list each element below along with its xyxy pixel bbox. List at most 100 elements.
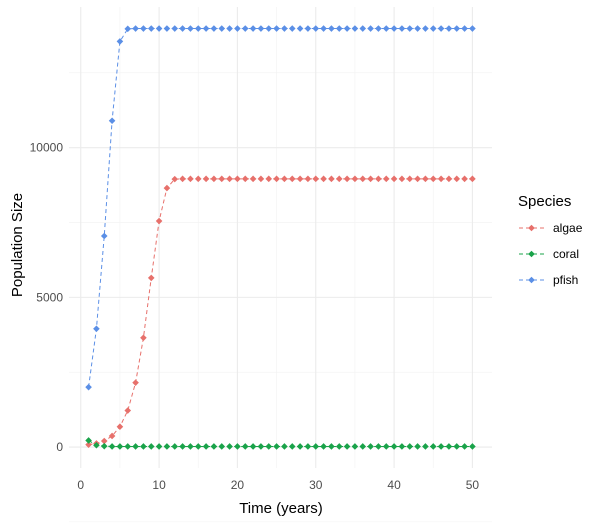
data-point-algae: [398, 175, 406, 183]
data-point-algae: [234, 175, 241, 183]
legend-item-coral: coral: [519, 247, 579, 261]
data-point-pfish: [422, 25, 429, 32]
data-point-algae: [312, 175, 320, 183]
data-point-algae: [437, 175, 445, 183]
data-point-algae: [241, 175, 249, 183]
data-point-algae: [202, 175, 210, 183]
data-point-pfish: [273, 25, 280, 32]
data-point-coral: [437, 443, 445, 450]
data-point-coral: [351, 443, 359, 450]
data-point-coral: [171, 443, 179, 450]
data-point-algae: [343, 175, 351, 183]
grid: [69, 7, 492, 523]
data-point-pfish: [147, 25, 155, 32]
data-point-pfish: [116, 38, 124, 45]
legend-item-pfish: pfish: [519, 273, 578, 287]
data-point-algae: [445, 175, 453, 183]
data-point-pfish: [445, 25, 453, 32]
data-point-coral: [445, 443, 453, 450]
data-point-algae: [335, 175, 343, 183]
data-point-pfish: [312, 25, 320, 32]
data-point-coral: [359, 443, 367, 450]
legend-label: coral: [553, 247, 579, 261]
data-point-algae: [257, 175, 265, 183]
data-point-coral: [100, 442, 108, 450]
data-point-algae: [218, 175, 226, 183]
data-point-pfish: [132, 25, 139, 32]
data-point-algae: [453, 175, 461, 183]
data-point-algae: [108, 432, 116, 440]
data-point-coral: [414, 443, 421, 450]
data-point-algae: [140, 334, 147, 342]
data-point-coral: [343, 443, 351, 450]
data-point-pfish: [140, 25, 147, 32]
data-point-coral: [281, 443, 288, 450]
data-point-coral: [398, 443, 406, 450]
y-tick-label: 10000: [30, 141, 64, 155]
series-line-pfish: [88, 28, 473, 388]
legend-key-marker: [528, 276, 535, 284]
data-point-pfish: [108, 117, 116, 125]
data-point-coral: [312, 443, 320, 450]
data-point-pfish: [265, 25, 273, 32]
data-point-algae: [163, 184, 171, 192]
data-point-pfish: [461, 25, 468, 32]
data-point-algae: [187, 175, 194, 183]
data-point-coral: [375, 443, 382, 450]
legend-label: algae: [553, 221, 583, 235]
data-point-algae: [414, 175, 421, 183]
data-point-algae: [390, 175, 398, 183]
data-point-coral: [179, 443, 186, 450]
data-point-pfish: [179, 25, 186, 32]
data-point-algae: [367, 175, 374, 183]
data-point-algae: [382, 175, 390, 183]
data-point-pfish: [288, 25, 296, 32]
data-point-pfish: [359, 25, 367, 32]
y-tick-label: 0: [56, 440, 63, 454]
data-point-coral: [93, 441, 100, 449]
data-point-pfish: [390, 25, 398, 32]
data-point-pfish: [304, 25, 312, 32]
data-point-coral: [367, 443, 374, 450]
data-point-pfish: [210, 25, 218, 32]
data-point-pfish: [469, 25, 476, 32]
data-point-coral: [226, 443, 233, 450]
data-point-algae: [265, 175, 273, 183]
data-point-algae: [249, 175, 257, 183]
data-point-algae: [226, 175, 233, 183]
x-tick-label: 20: [231, 478, 245, 492]
data-point-algae: [179, 175, 186, 183]
data-point-coral: [155, 443, 163, 450]
data-point-pfish: [367, 25, 374, 32]
data-point-pfish: [437, 25, 445, 32]
data-point-algae: [469, 175, 476, 183]
data-point-pfish: [100, 232, 108, 240]
data-point-pfish: [241, 25, 249, 32]
data-point-coral: [163, 443, 171, 450]
data-point-coral: [147, 443, 155, 450]
data-point-algae: [281, 175, 288, 183]
data-point-pfish: [335, 25, 343, 32]
data-point-algae: [296, 175, 304, 183]
data-point-coral: [124, 443, 132, 450]
legend: Species algae coral pfish: [518, 193, 583, 287]
x-tick-label: 30: [309, 478, 323, 492]
data-point-coral: [429, 443, 437, 450]
data-point-algae: [375, 175, 382, 183]
data-point-algae: [171, 175, 179, 183]
data-point-coral: [320, 443, 327, 450]
y-axis-title: Population Size: [9, 193, 26, 297]
data-point-coral: [218, 443, 226, 450]
data-point-algae: [351, 175, 359, 183]
data-point-pfish: [429, 25, 437, 32]
data-point-pfish: [398, 25, 406, 32]
data-point-coral: [453, 443, 461, 450]
data-point-algae: [124, 407, 132, 414]
data-point-coral: [422, 443, 429, 450]
x-tick-label: 50: [466, 478, 480, 492]
data-point-pfish: [351, 25, 359, 32]
data-point-coral: [335, 443, 343, 450]
data-point-pfish: [328, 25, 335, 32]
data-point-algae: [100, 437, 108, 445]
